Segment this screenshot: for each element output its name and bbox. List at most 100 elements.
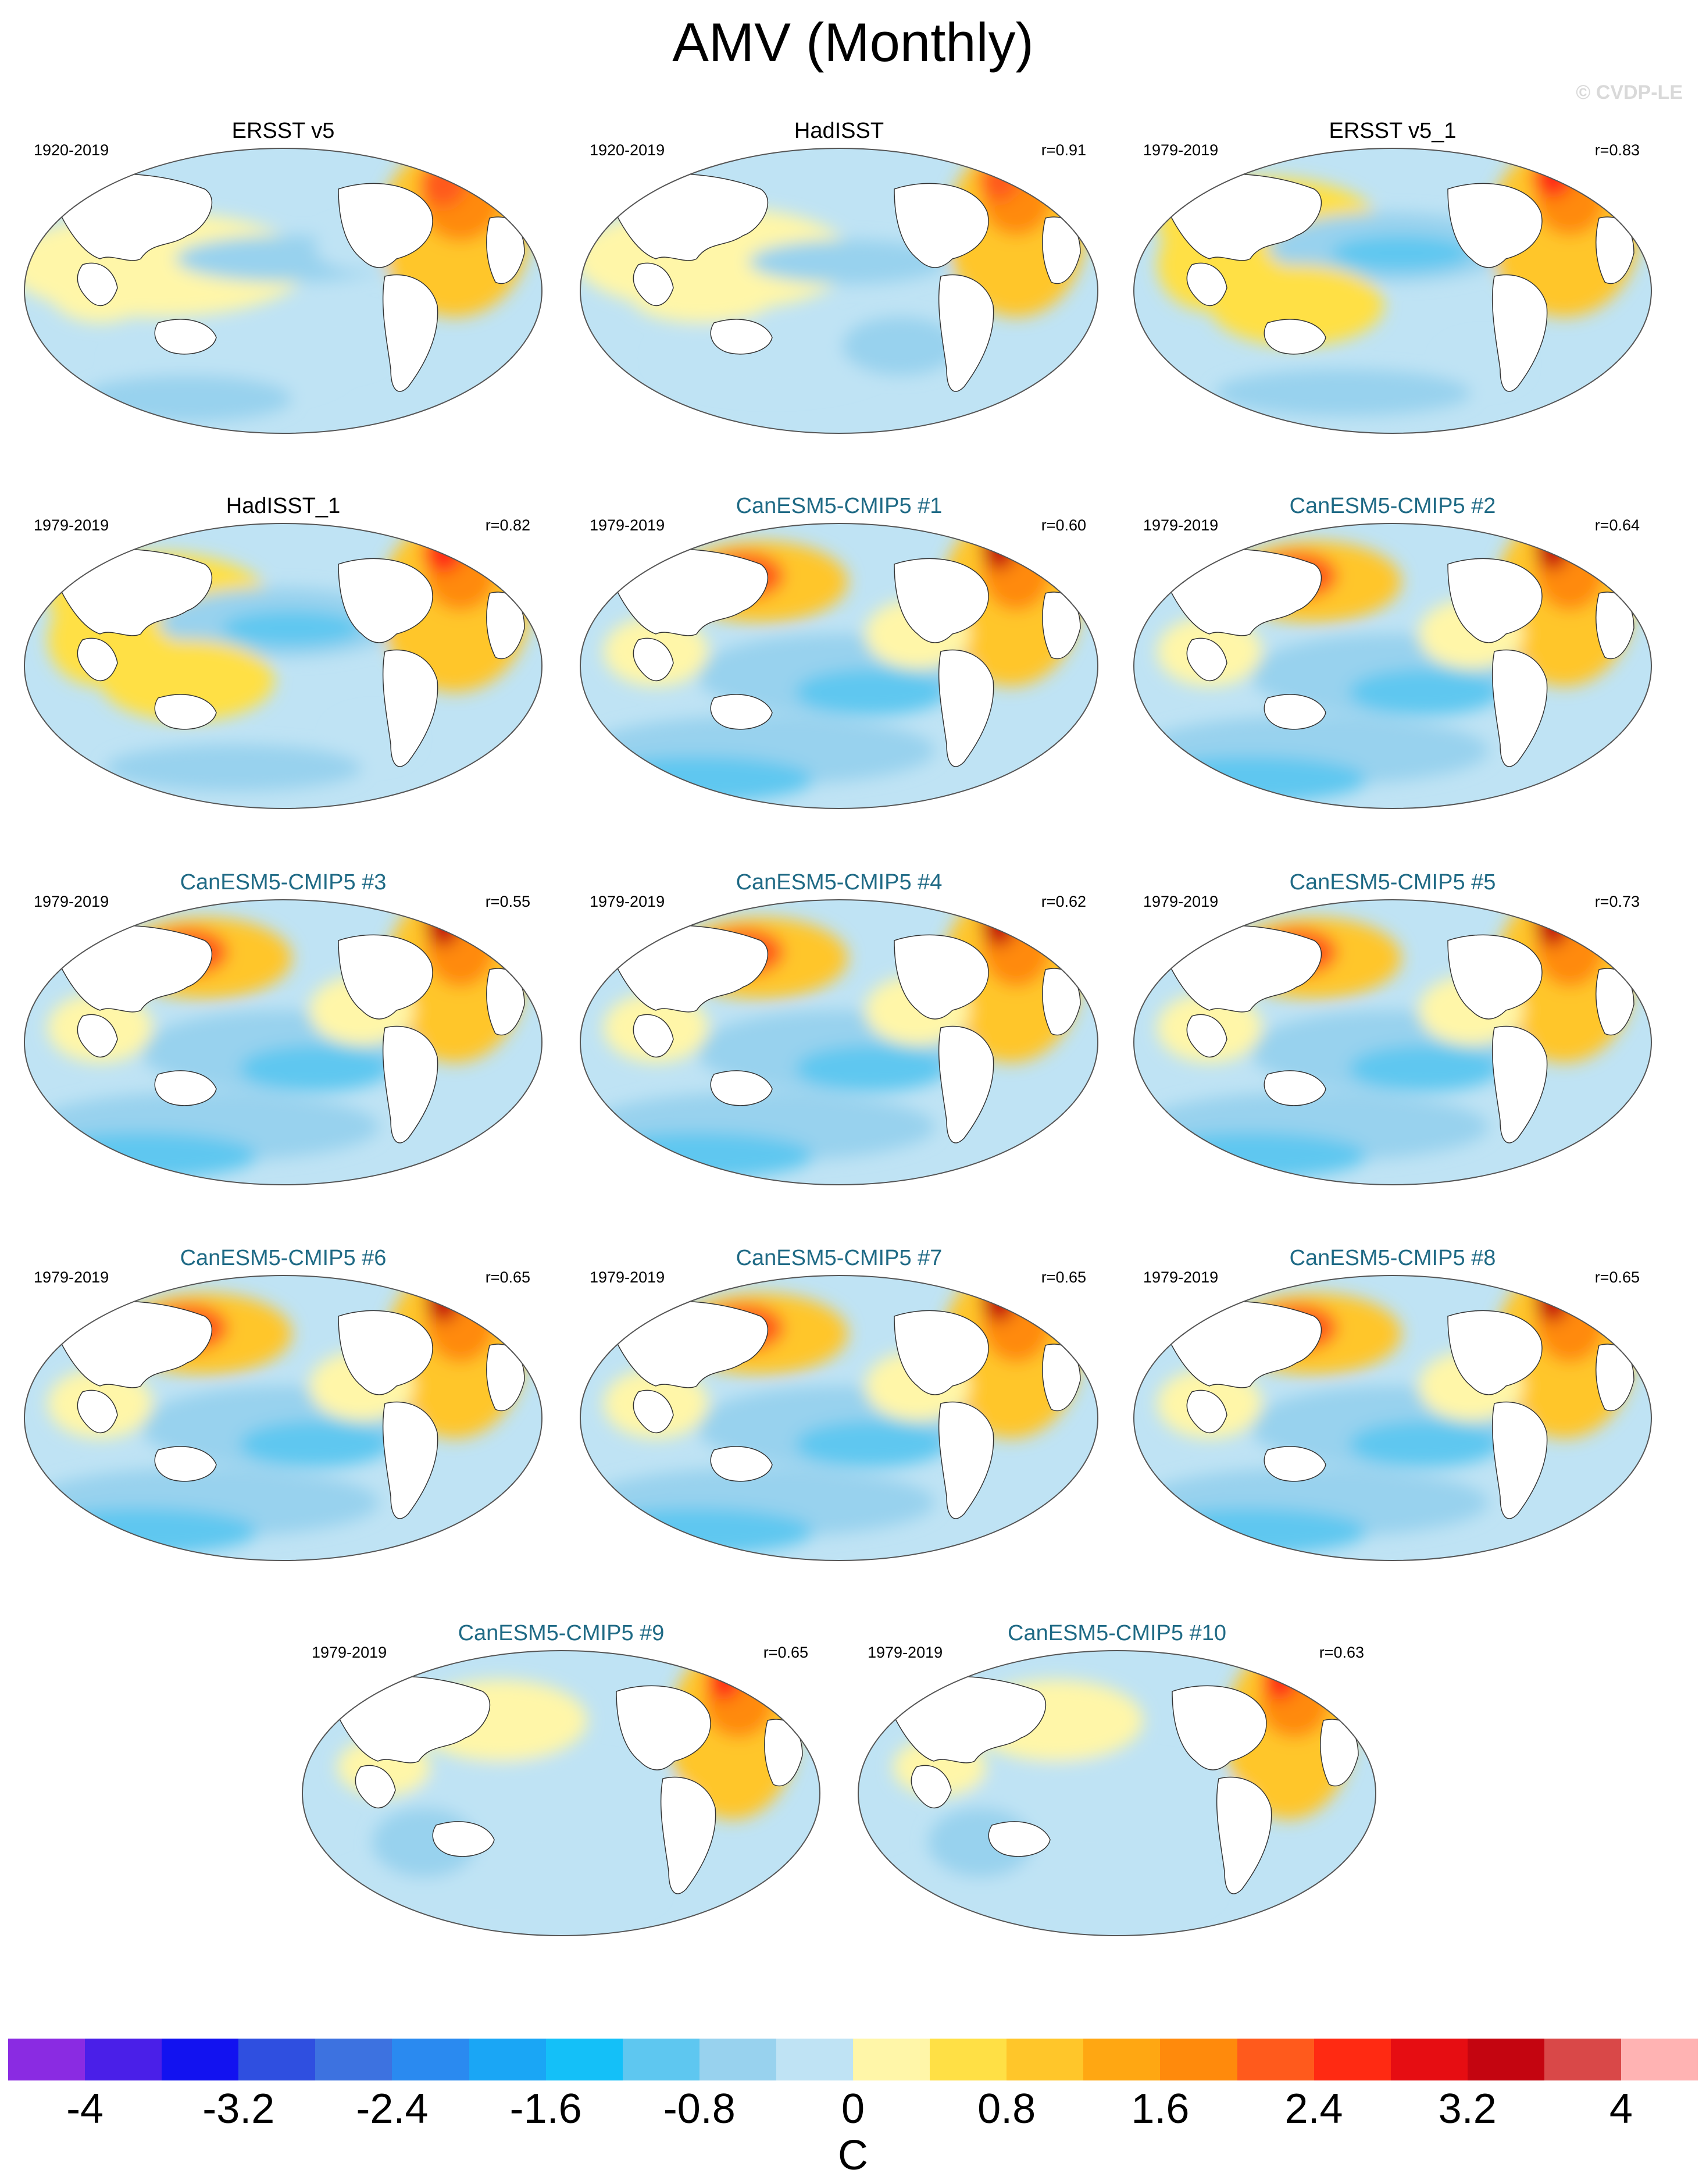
- map-panel: CanESM5-CMIP5 #3 1979-2019 r=0.55: [13, 865, 554, 1234]
- colorbar-tick-label: 0.8: [977, 2086, 1036, 2132]
- globe-outline: [580, 523, 1098, 809]
- colorbar-cell: [162, 2039, 239, 2080]
- land-mass: [154, 694, 217, 730]
- panel-title: CanESM5-CMIP5 #4: [736, 870, 943, 895]
- land-mass: [337, 1676, 490, 1763]
- panel-correlation: r=0.82: [485, 516, 530, 534]
- land-mass: [938, 1401, 994, 1519]
- anomaly-contour: [59, 1285, 106, 1306]
- panel-title: CanESM5-CMIP5 #2: [1289, 494, 1496, 518]
- land-mass: [59, 1301, 212, 1388]
- panel-period: 1979-2019: [34, 893, 109, 910]
- globe-outline: [24, 148, 543, 434]
- colorbar-cell: [776, 2039, 854, 2080]
- globe-map: [1133, 523, 1652, 809]
- land-mass: [988, 1821, 1051, 1857]
- land-mass: [1186, 1390, 1227, 1433]
- anomaly-contour: [1134, 1132, 1366, 1179]
- colorbar-cell: [392, 2039, 469, 2080]
- panel-correlation: r=0.63: [1319, 1644, 1364, 1661]
- anomaly-contour: [1535, 1281, 1605, 1363]
- panel-title: CanESM5-CMIP5 #3: [180, 870, 387, 895]
- panel-title: CanESM5-CMIP5 #1: [736, 494, 943, 518]
- anomaly-contour: [1134, 756, 1366, 803]
- panel-period: 1979-2019: [1143, 1269, 1219, 1286]
- anomaly-contour: [795, 1421, 947, 1467]
- watermark: © CVDP-LE: [1576, 81, 1683, 104]
- panel-period: 1979-2019: [1143, 516, 1219, 534]
- panel-period: 1979-2019: [590, 1269, 665, 1286]
- colorbar-cell: [1160, 2039, 1237, 2080]
- anomaly-contour: [1535, 1276, 1570, 1322]
- globe-outline: [1133, 1275, 1652, 1561]
- land-mass: [894, 1310, 989, 1395]
- anomaly-contour: [1349, 1045, 1500, 1092]
- colorbar-cell: [930, 2039, 1007, 2080]
- anomaly-contour: [580, 756, 813, 803]
- colorbar-cell: [315, 2039, 392, 2080]
- globe-outline: [24, 523, 543, 809]
- colorbar-cell: [8, 2039, 85, 2080]
- colorbar-cell: [1467, 2039, 1544, 2080]
- panel-correlation: r=0.65: [1594, 1269, 1640, 1286]
- globe-map: [858, 1650, 1376, 1936]
- land-mass: [616, 1685, 711, 1770]
- panel-correlation: r=0.55: [485, 893, 530, 910]
- panel-period: 1979-2019: [34, 1269, 109, 1286]
- land-mass: [1168, 548, 1322, 636]
- colorbar-cell: [622, 2039, 699, 2080]
- anomaly-contour: [1535, 523, 1570, 570]
- colorbar-cell: [1314, 2039, 1391, 2080]
- anomaly-contour: [1169, 1285, 1215, 1306]
- globe-outline: [1133, 148, 1652, 434]
- land-mass: [77, 1390, 118, 1433]
- globe-map: [24, 148, 543, 434]
- anomaly-contour: [426, 1276, 461, 1322]
- anomaly-contour: [795, 669, 947, 715]
- land-mass: [59, 548, 212, 636]
- map-panel: ERSST v5 1920-2019: [13, 113, 554, 483]
- land-mass: [710, 694, 773, 730]
- land-mass: [1447, 558, 1543, 643]
- land-mass: [59, 173, 212, 261]
- land-mass: [1447, 183, 1543, 268]
- anomaly-contour: [580, 1132, 813, 1179]
- panel-period: 1979-2019: [312, 1644, 387, 1661]
- land-mass: [154, 1446, 217, 1482]
- anomaly-contour: [24, 1508, 257, 1555]
- anomaly-contour: [795, 1045, 947, 1092]
- panel-correlation: r=0.83: [1594, 141, 1640, 159]
- anomaly-contour: [615, 910, 662, 931]
- panel-title: HadISST_1: [226, 494, 341, 518]
- land-mass: [382, 1401, 438, 1519]
- globe-map: [24, 899, 543, 1185]
- land-mass: [660, 1776, 716, 1894]
- globe-outline: [580, 899, 1098, 1185]
- land-mass: [338, 558, 433, 643]
- panel-period: 1920-2019: [590, 141, 665, 159]
- land-mass: [1264, 1070, 1326, 1106]
- anomaly-contour: [615, 1285, 662, 1306]
- map-panel: CanESM5-CMIP5 #1 1979-2019 r=0.60: [569, 489, 1109, 858]
- colorbar-cell: [1621, 2039, 1698, 2080]
- anomaly-contour: [1535, 906, 1605, 987]
- land-mass: [615, 173, 768, 261]
- map-panel: CanESM5-CMIP5 #8 1979-2019 r=0.65: [1122, 1241, 1663, 1610]
- panel-period: 1979-2019: [590, 893, 665, 910]
- colorbar-cell: [1007, 2039, 1084, 2080]
- land-mass: [615, 925, 768, 1013]
- colorbar-tick-label: 2.4: [1284, 2086, 1343, 2132]
- anomaly-contour: [842, 317, 958, 375]
- land-mass: [615, 1301, 768, 1388]
- panel-title: CanESM5-CMIP5 #6: [180, 1246, 387, 1270]
- land-mass: [633, 637, 674, 681]
- colorbar-tick-label: 3.2: [1438, 2086, 1497, 2132]
- globe-map: [1133, 148, 1652, 434]
- land-mass: [154, 319, 217, 355]
- panel-title: ERSST v5: [231, 119, 335, 143]
- land-mass: [77, 637, 118, 681]
- land-mass: [894, 934, 989, 1020]
- colorbar-cell: [699, 2039, 776, 2080]
- map-panel: CanESM5-CMIP5 #7 1979-2019 r=0.65: [569, 1241, 1109, 1610]
- panel-title: CanESM5-CMIP5 #5: [1289, 870, 1496, 895]
